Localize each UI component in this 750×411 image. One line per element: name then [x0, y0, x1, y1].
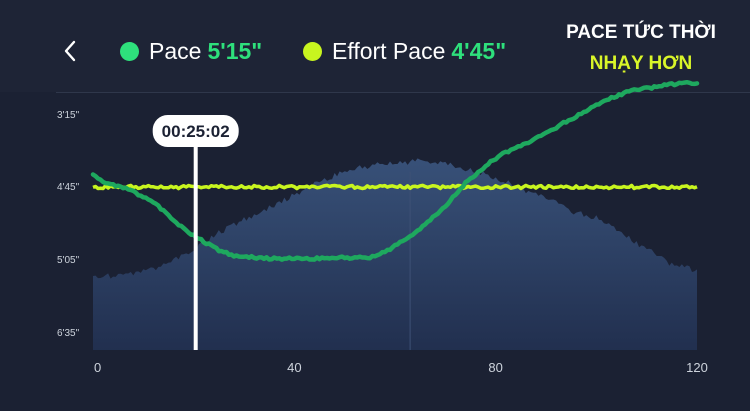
legend-label-pace: Pace — [149, 37, 202, 64]
y-tick-label: 6'35" — [57, 328, 80, 339]
legend-item-pace: Pace 5'15" — [120, 36, 262, 66]
legend-item-effort-pace: Effort Pace 4'45" — [303, 36, 506, 66]
x-tick-label: 0 — [94, 360, 101, 375]
effort-pace-line — [92, 183, 698, 191]
legend-label-effort-pace: Effort Pace — [332, 37, 446, 64]
x-tick-label: 80 — [488, 360, 502, 375]
header-divider — [56, 92, 750, 93]
effort-pace-dot-icon — [303, 41, 322, 61]
y-tick-label: 5'05" — [57, 255, 80, 266]
tagline-subtitle: NHẠY HƠN — [589, 53, 693, 74]
y-tick-label: 3'15" — [57, 110, 80, 121]
legend-value-effort-pace: 4'45" — [451, 37, 507, 64]
back-button[interactable] — [56, 34, 88, 68]
legend-value-pace: 5'15" — [207, 37, 263, 64]
y-tick-label: 4'45" — [57, 182, 80, 193]
cursor-label-box — [152, 115, 239, 147]
cursor-time-label: 00:25:02 — [162, 122, 230, 141]
header-bar: Pace 5'15" Effort Pace 4'45" PACE TỨC TH… — [0, 0, 750, 92]
tagline-title: PACE TỨC THỜI — [566, 22, 716, 43]
elevation-area — [93, 158, 697, 350]
x-tick-label: 120 — [686, 360, 708, 375]
x-tick-label: 40 — [287, 360, 301, 375]
chevron-left-icon — [64, 40, 76, 62]
time-cursor[interactable]: 00:25:02 — [152, 115, 239, 350]
pace-dot-icon — [120, 41, 139, 61]
